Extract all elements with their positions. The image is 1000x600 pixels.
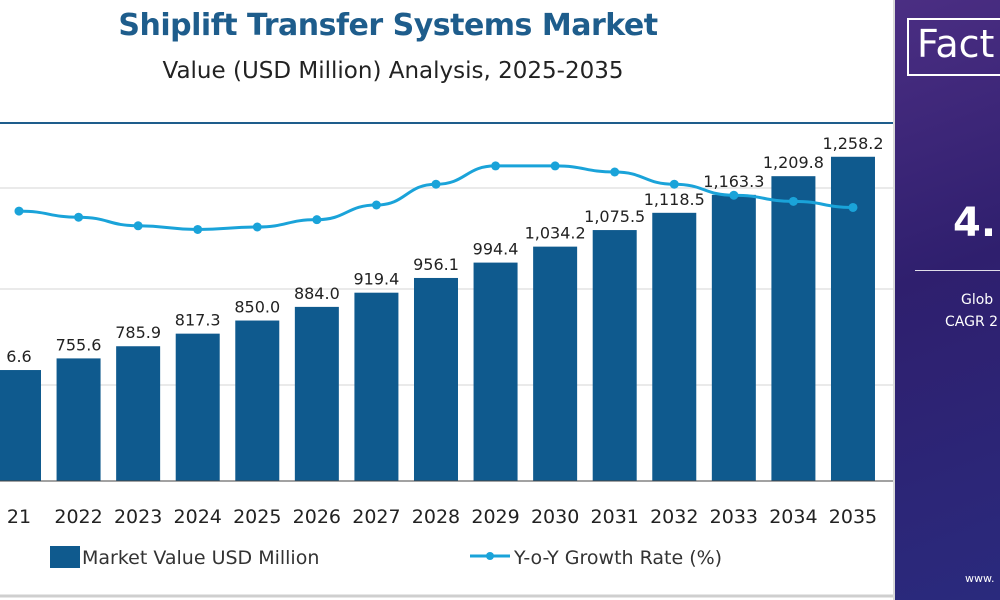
legend-bar-swatch bbox=[50, 546, 80, 568]
growth-point-2035 bbox=[848, 202, 858, 212]
growth-point-2031 bbox=[610, 167, 620, 177]
x-tick-2022: 2022 bbox=[54, 506, 102, 528]
growth-point-2030 bbox=[550, 161, 560, 171]
legend-line-label: Y-o-Y Growth Rate (%) bbox=[513, 547, 722, 569]
growth-line-series bbox=[14, 161, 858, 234]
bar-value-label-2024: 817.3 bbox=[175, 311, 221, 330]
bar-2031 bbox=[592, 230, 637, 481]
legend: Market Value USD Million Y-o-Y Growth Ra… bbox=[50, 546, 722, 569]
x-tick-2026: 2026 bbox=[293, 506, 341, 528]
bar-value-label-2035: 1,258.2 bbox=[822, 134, 883, 153]
growth-point-2025 bbox=[252, 222, 262, 232]
x-tick-2035: 2035 bbox=[829, 506, 877, 528]
bar-2025 bbox=[235, 320, 280, 481]
bar-value-label-2033: 1,163.3 bbox=[703, 172, 764, 191]
chart-title: Shiplift Transfer Systems Market bbox=[118, 8, 658, 43]
growth-point-2021 bbox=[14, 206, 24, 216]
bar-2022 bbox=[56, 358, 101, 481]
bar-2021 bbox=[0, 370, 41, 481]
bar-value-label-2021: 6.6 bbox=[6, 347, 31, 366]
x-tick-2023: 2023 bbox=[114, 506, 162, 528]
growth-point-2027 bbox=[371, 200, 381, 210]
brand-logo: Fact bbox=[907, 18, 1000, 76]
data-labels: 6.6 755.6 785.9 817.3 850.0 884.0 919.4 956.1 99… bbox=[6, 134, 883, 366]
x-tick-2034: 2034 bbox=[769, 506, 817, 528]
x-tick-2031: 2031 bbox=[591, 506, 639, 528]
chart-subtitle: Value (USD Million) Analysis, 2025-2035 bbox=[162, 58, 624, 84]
x-tick-2027: 2027 bbox=[352, 506, 400, 528]
growth-point-2028 bbox=[431, 179, 441, 189]
x-tick-2025: 2025 bbox=[233, 506, 281, 528]
growth-point-2029 bbox=[491, 161, 501, 171]
legend-bar-label: Market Value USD Million bbox=[82, 547, 319, 569]
bar-value-label-2026: 884.0 bbox=[294, 284, 340, 303]
bar-2032 bbox=[652, 212, 697, 481]
sidebar-divider bbox=[915, 270, 1000, 271]
x-tick-2033: 2033 bbox=[710, 506, 758, 528]
x-tick-2030: 2030 bbox=[531, 506, 579, 528]
bar-value-label-2022: 755.6 bbox=[56, 335, 102, 354]
bar-2024 bbox=[175, 333, 220, 481]
bar-2034 bbox=[771, 176, 816, 482]
bar-series bbox=[0, 156, 875, 482]
bar-2026 bbox=[294, 306, 339, 481]
bar-value-label-2031: 1,075.5 bbox=[584, 207, 645, 226]
brand-sidebar: Fact 4. Glob CAGR 2 www. bbox=[895, 0, 1000, 600]
growth-point-2026 bbox=[312, 215, 322, 225]
bar-2030 bbox=[533, 246, 578, 481]
brand-logo-text: Fact bbox=[917, 22, 995, 66]
x-tick-2029: 2029 bbox=[471, 506, 519, 528]
chart-card: Shiplift Transfer Systems Market Value (… bbox=[0, 0, 895, 600]
sidebar-footer-text: www. bbox=[965, 572, 995, 585]
growth-point-2024 bbox=[193, 224, 203, 234]
x-tick-2028: 2028 bbox=[412, 506, 460, 528]
cagr-label-line2: CAGR 2 bbox=[945, 314, 999, 330]
x-tick-2024: 2024 bbox=[174, 506, 222, 528]
cagr-value: 4. bbox=[953, 200, 997, 246]
growth-point-2034 bbox=[788, 196, 798, 206]
bar-value-label-2023: 785.9 bbox=[115, 323, 161, 342]
growth-point-2032 bbox=[669, 179, 679, 189]
bar-value-label-2034: 1,209.8 bbox=[763, 153, 824, 172]
bar-value-label-2027: 919.4 bbox=[354, 270, 400, 289]
bar-2029 bbox=[473, 262, 518, 481]
bar-2023 bbox=[116, 346, 161, 481]
bar-2028 bbox=[413, 277, 458, 481]
growth-point-2023 bbox=[133, 221, 143, 231]
chart-plot: 6.6 755.6 785.9 817.3 850.0 884.0 919.4 956.1 99… bbox=[0, 122, 893, 598]
x-tick-2021: 21 bbox=[7, 506, 31, 528]
bar-value-label-2025: 850.0 bbox=[234, 298, 280, 317]
legend-line-marker bbox=[486, 552, 494, 560]
bar-value-label-2032: 1,118.5 bbox=[644, 190, 705, 209]
bar-value-label-2030: 1,034.2 bbox=[525, 224, 586, 243]
bar-value-label-2029: 994.4 bbox=[473, 240, 519, 259]
bar-2027 bbox=[354, 292, 399, 481]
cagr-label-line1: Glob bbox=[961, 292, 994, 308]
bar-value-label-2028: 956.1 bbox=[413, 255, 459, 274]
x-tick-2032: 2032 bbox=[650, 506, 698, 528]
growth-point-2022 bbox=[74, 212, 84, 222]
bar-2033 bbox=[711, 194, 756, 481]
growth-point-2033 bbox=[729, 190, 739, 200]
x-axis-ticks: 21 2022 2023 2024 2025 2026 2027 2028 2029 2030 20… bbox=[7, 506, 877, 528]
